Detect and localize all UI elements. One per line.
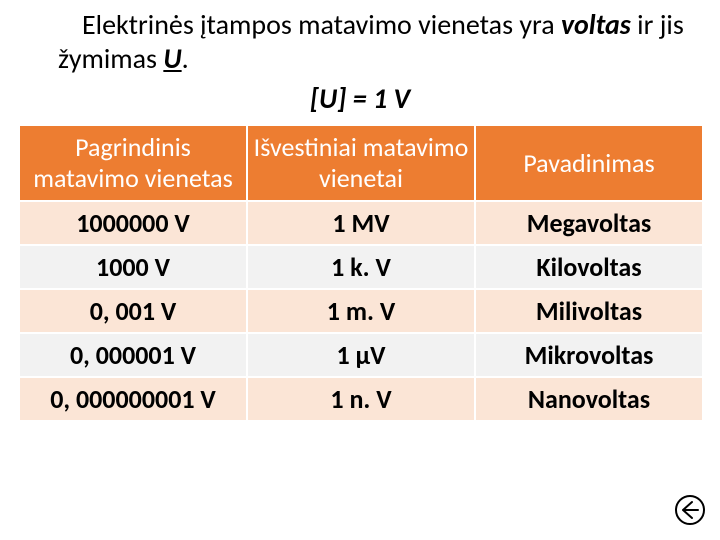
table-row: 0, 000001 V 1 µV Mikrovoltas (19, 333, 703, 377)
slide: Elektrinės įtampos matavimo vienetas yra… (0, 0, 720, 540)
arrow-left-circle-icon (674, 512, 706, 531)
table-row: 0, 001 V 1 m. V Milivoltas (19, 289, 703, 333)
cell-name: Mikrovoltas (475, 333, 703, 377)
intro-voltas: voltas (561, 7, 631, 42)
units-table: Pagrindinis matavimo vienetas Išvestinia… (18, 124, 704, 421)
cell-base-unit: 0, 001 V (19, 289, 247, 333)
cell-derived-unit: 1 m. V (247, 289, 475, 333)
intro-u-symbol: U (163, 41, 181, 76)
cell-derived-unit: 1 µV (247, 333, 475, 377)
intro-paragraph: Elektrinės įtampos matavimo vienetas yra… (18, 8, 702, 75)
intro-text-end: . (182, 41, 189, 76)
intro-text-prefix: Elektrinės įtampos matavimo vienetas yra (82, 7, 561, 42)
col-header-name: Pavadinimas (475, 125, 703, 200)
cell-name: Milivoltas (475, 289, 703, 333)
cell-name: Kilovoltas (475, 245, 703, 289)
table-row: 1000000 V 1 MV Megavoltas (19, 201, 703, 245)
table-header-row: Pagrindinis matavimo vienetas Išvestinia… (19, 125, 703, 200)
table-row: 1000 V 1 k. V Kilovoltas (19, 245, 703, 289)
cell-base-unit: 0, 000001 V (19, 333, 247, 377)
cell-base-unit: 0, 000000001 V (19, 377, 247, 421)
table-row: 0, 000000001 V 1 n. V Nanovoltas (19, 377, 703, 421)
cell-base-unit: 1000 V (19, 245, 247, 289)
col-header-base-unit: Pagrindinis matavimo vienetas (19, 125, 247, 200)
col-header-derived-unit: Išvestiniai matavimo vienetai (247, 125, 475, 200)
back-button[interactable] (674, 494, 706, 526)
cell-name: Nanovoltas (475, 377, 703, 421)
cell-derived-unit: 1 k. V (247, 245, 475, 289)
cell-derived-unit: 1 MV (247, 201, 475, 245)
formula: [U] = 1 V (18, 81, 702, 116)
cell-name: Megavoltas (475, 201, 703, 245)
cell-derived-unit: 1 n. V (247, 377, 475, 421)
cell-base-unit: 1000000 V (19, 201, 247, 245)
